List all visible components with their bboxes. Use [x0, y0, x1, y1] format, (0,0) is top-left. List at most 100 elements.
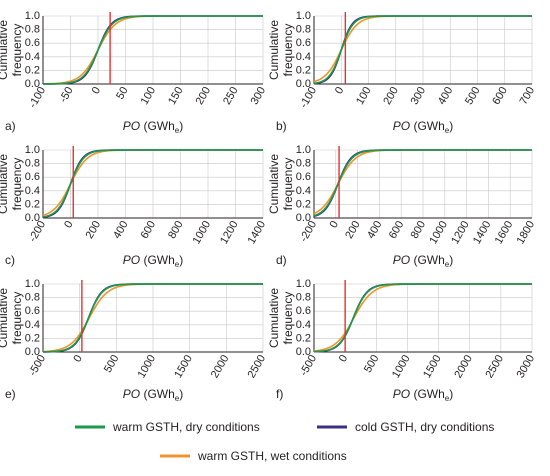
x-axis-title-close: ) [449, 119, 453, 133]
x-tick-label: 1000 [427, 219, 450, 246]
y-tick-label: 0.4 [296, 319, 311, 331]
y-tick-label: 0.4 [296, 185, 311, 197]
x-tick-label: 600 [387, 219, 407, 241]
y-tick-label: 0.2 [25, 64, 40, 76]
x-axis-title-unit: (GWh [140, 119, 175, 133]
x-tick-label: 1600 [493, 219, 516, 246]
y-axis-title: Cumulativefrequency [0, 154, 24, 214]
x-axis-title-close: ) [179, 119, 183, 133]
y-tick-label: 0.6 [296, 37, 311, 49]
y-tick-label: 0.0 [296, 346, 311, 358]
x-tick-label: 400 [111, 219, 131, 241]
x-axis-title-variable: PO [123, 387, 140, 401]
x-tick-label: 2000 [452, 353, 475, 380]
x-tick-label: 100 [139, 85, 159, 107]
x-tick-label: 0 [337, 353, 350, 364]
y-tick-label: 0.6 [296, 305, 311, 317]
y-tick-label: 0.8 [25, 158, 40, 170]
x-tick-label: 500 [463, 85, 483, 107]
x-axis-title-unit: (GWh [140, 387, 175, 401]
x-axis-title-subscript: e [175, 394, 180, 403]
y-tick-label: 1.0 [25, 10, 40, 22]
y-tick-label: 0.4 [25, 319, 40, 331]
y-axis-title-line: frequency [10, 24, 24, 77]
x-tick-label: 2500 [483, 353, 506, 380]
y-tick-label: 0.6 [25, 171, 40, 183]
y-axis-title-line: frequency [281, 292, 295, 345]
x-axis-title-close: ) [179, 253, 183, 267]
x-axis-title-close: ) [179, 387, 183, 401]
x-tick-label: 1000 [390, 353, 413, 380]
x-axis-title: PO (GWhe) [393, 387, 453, 403]
x-tick-label: 500 [362, 353, 382, 375]
series-line-warm-wet [313, 283, 532, 352]
chart-panel-b: -100 0 100 200 300 400 500 600 7000.00.20.40.60.… [267, 10, 537, 135]
x-axis-title-close: ) [449, 253, 453, 267]
x-axis-title-unit: (GWh [410, 387, 445, 401]
y-tick-label: 0.2 [25, 332, 40, 344]
x-tick-label: 1800 [515, 219, 538, 246]
x-tick-label: 600 [139, 219, 159, 241]
x-axis-title-variable: PO [123, 253, 140, 267]
y-tick-label: 0.6 [296, 171, 311, 183]
x-tick-label: 2500 [246, 353, 269, 380]
x-axis-title-unit: (GWh [140, 253, 175, 267]
x-axis-title-subscript: e [445, 260, 450, 269]
x-tick-label: 600 [490, 85, 510, 107]
y-axis-title: Cumulativefrequency [0, 288, 24, 348]
panel-label: e) [5, 387, 16, 401]
legend-label: warm GSTH, dry conditions [112, 420, 260, 434]
x-tick-label: -50 [57, 85, 75, 105]
y-tick-label: 0.0 [296, 78, 311, 90]
chart-panel-d: -200 0 200 400 600 800 1000 1200 1400 1600 18000.0… [267, 144, 537, 269]
y-axis-title-line: Cumulative [0, 154, 10, 214]
y-tick-label: 0.2 [296, 332, 311, 344]
x-tick-label: 200 [381, 85, 401, 107]
y-tick-label: 0.4 [25, 51, 40, 63]
x-axis-title-variable: PO [393, 387, 410, 401]
y-tick-label: 0.8 [25, 292, 40, 304]
x-tick-label: 500 [102, 353, 122, 375]
chart-panel-c: -200 0 200 400 600 800 1000 1200 14000.00.20.40.… [0, 144, 268, 269]
panel-label: c) [5, 253, 15, 267]
x-tick-label: 200 [84, 219, 104, 241]
y-tick-label: 0.0 [25, 346, 40, 358]
x-tick-label: 150 [166, 85, 186, 107]
series-line-cold-dry [313, 283, 532, 353]
x-tick-label: 0 [90, 85, 103, 96]
legend: warm GSTH, dry conditions cold GSTH, dry … [75, 420, 494, 463]
x-tick-label: 0 [328, 219, 341, 230]
legend-label: warm GSTH, wet conditions [197, 449, 347, 463]
x-tick-label: 300 [409, 85, 429, 107]
x-tick-label: 250 [221, 85, 241, 107]
x-axis-title-variable: PO [123, 119, 140, 133]
x-tick-label: 0 [333, 85, 346, 96]
y-tick-label: 1.0 [296, 278, 311, 290]
x-tick-label: 1400 [471, 219, 494, 246]
x-tick-label: 300 [249, 85, 269, 107]
x-axis-title: PO (GWhe) [123, 119, 183, 135]
x-axis-title-close: ) [449, 387, 453, 401]
x-tick-label: 0 [71, 353, 84, 364]
x-tick-label: 800 [166, 219, 186, 241]
x-tick-label: 700 [518, 85, 538, 107]
x-axis-title-variable: PO [393, 119, 410, 133]
y-tick-label: 1.0 [296, 10, 311, 22]
y-axis-title-line: Cumulative [267, 20, 281, 80]
x-axis-title-unit: (GWh [410, 253, 445, 267]
y-tick-label: 0.0 [25, 78, 40, 90]
x-axis-title-unit: (GWh [410, 119, 445, 133]
y-axis-title: Cumulativefrequency [267, 288, 295, 348]
y-axis-title: Cumulativefrequency [267, 20, 295, 80]
x-tick-label: 2000 [209, 353, 232, 380]
x-tick-label: 200 [343, 219, 363, 241]
panel-label: f) [276, 387, 283, 401]
legend-label: cold GSTH, dry conditions [355, 420, 494, 434]
x-tick-label: 1000 [136, 353, 159, 380]
x-axis-title-subscript: e [445, 394, 450, 403]
x-tick-label: 400 [365, 219, 385, 241]
panel-label: a) [5, 119, 16, 133]
x-tick-label: 100 [354, 85, 374, 107]
y-tick-label: 0.2 [296, 198, 311, 210]
y-tick-label: 0.8 [296, 158, 311, 170]
